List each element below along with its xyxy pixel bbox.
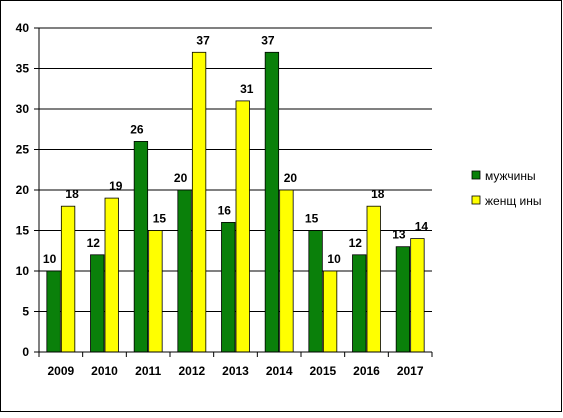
bar-series2-2016	[366, 205, 381, 353]
bar-series1-2016	[352, 254, 367, 353]
bar-series1-2013	[221, 221, 236, 353]
data-label: 14	[415, 220, 429, 234]
bar-series1-2010	[90, 254, 105, 353]
bar-series2-2010	[104, 197, 119, 353]
data-label: 31	[240, 82, 254, 96]
legend-label: женщ ины	[485, 194, 542, 208]
bar-series1-2012	[177, 189, 192, 353]
x-tick-label: 2013	[222, 364, 249, 378]
data-label: 18	[65, 187, 79, 201]
data-label: 18	[371, 187, 385, 201]
y-tick-label: 0	[22, 345, 29, 359]
x-tick-label: 2011	[135, 364, 161, 378]
x-tick-label: 2012	[178, 364, 205, 378]
legend-label: мужчины	[485, 169, 536, 183]
x-tick-label: 2016	[353, 364, 380, 378]
legend: мужчины женщ ины	[471, 169, 542, 208]
legend-swatch	[471, 195, 481, 205]
data-label: 13	[392, 228, 406, 242]
data-label: 37	[261, 33, 275, 47]
legend-swatch	[471, 170, 481, 180]
y-tick-label: 20	[16, 183, 30, 197]
y-tick-label: 30	[16, 102, 30, 116]
data-label: 16	[218, 203, 232, 217]
data-label: 37	[196, 33, 210, 47]
bar-series2-2017	[410, 238, 425, 353]
y-tick-label: 40	[16, 21, 30, 35]
bars	[46, 51, 425, 353]
bar-series2-2011	[148, 230, 163, 353]
data-label: 15	[305, 212, 319, 226]
x-tick-label: 2017	[397, 364, 424, 378]
bar-series1-2015	[308, 230, 323, 353]
y-tick-label: 25	[16, 143, 30, 157]
y-tick-label: 35	[16, 62, 30, 76]
x-tick-label: 2015	[309, 364, 336, 378]
x-tick-label: 2009	[47, 364, 74, 378]
data-label: 15	[153, 212, 167, 226]
data-label: 12	[349, 236, 363, 250]
data-label: 20	[284, 171, 298, 185]
bar-series2-2015	[322, 270, 338, 353]
data-label: 19	[109, 179, 123, 193]
x-tick-label: 2010	[91, 364, 118, 378]
data-label: 12	[87, 236, 101, 250]
data-label: 20	[174, 171, 188, 185]
bar-series1-2011	[133, 140, 149, 353]
bar-series1-2009	[46, 270, 61, 353]
gridlines	[39, 27, 432, 312]
bar-series2-2009	[60, 205, 76, 353]
bar-series1-2017	[395, 246, 411, 353]
y-tick-label: 5	[22, 305, 29, 319]
data-label: 10	[43, 252, 57, 266]
data-labels: 10 18 12 19 26 15 20 37 16 31 37 20 15 10 12 18 13 14	[43, 33, 429, 266]
data-label: 26	[130, 122, 144, 136]
x-tick-label: 2014	[266, 364, 293, 378]
bar-series2-2014	[279, 189, 294, 353]
y-tick-label: 10	[16, 264, 30, 278]
bar-series1-2014	[264, 51, 280, 353]
bar-series2-2013	[235, 100, 250, 353]
bar-series2-2012	[191, 51, 207, 353]
y-tick-label: 15	[16, 224, 30, 238]
data-label: 10	[327, 252, 341, 266]
